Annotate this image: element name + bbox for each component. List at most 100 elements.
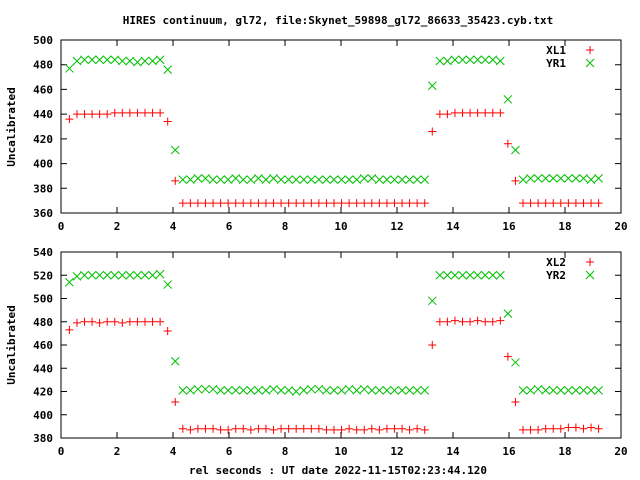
data-point-xl1 (156, 108, 165, 117)
data-point-yr1 (291, 175, 301, 184)
y-tick-label: 500 (33, 293, 53, 306)
data-point-yr1 (344, 175, 354, 184)
data-point-xl1 (541, 199, 550, 208)
data-point-yr1 (548, 174, 558, 183)
data-point-yr1 (231, 174, 241, 183)
data-point-xl2 (519, 425, 527, 434)
data-point-xl1 (178, 199, 187, 208)
data-point-xl2 (337, 425, 346, 434)
data-point-yr2 (163, 280, 173, 289)
data-point-yr1 (155, 55, 165, 65)
data-point-xl2 (481, 317, 490, 326)
data-point-yr2 (337, 385, 346, 395)
data-point-xl1 (216, 199, 225, 208)
data-point-xl2 (133, 317, 142, 326)
x-tick-label: 8 (282, 220, 289, 233)
data-point-xl1 (224, 199, 233, 208)
y-tick-label: 440 (33, 108, 53, 121)
data-point-yr1 (72, 56, 82, 66)
data-point-yr2 (367, 385, 377, 395)
data-point-yr1 (170, 145, 180, 155)
data-point-yr1 (246, 175, 256, 184)
data-point-yr2 (594, 385, 603, 395)
data-point-xl1 (496, 108, 505, 117)
data-point-xl2 (246, 425, 255, 434)
data-point-xl2 (141, 317, 149, 326)
data-point-xl2 (224, 425, 233, 434)
x-tick-label: 4 (170, 220, 177, 233)
data-point-xl1 (450, 108, 459, 117)
legend-marker-xl2 (586, 258, 594, 266)
data-point-yr2 (533, 384, 543, 394)
y-tick-label: 360 (33, 207, 53, 220)
data-point-xl1 (413, 199, 422, 208)
data-point-xl2 (587, 423, 596, 432)
data-point-yr1 (329, 175, 339, 184)
y-tick-label: 420 (33, 133, 53, 146)
data-point-yr2 (564, 385, 573, 395)
data-point-yr1 (284, 175, 293, 184)
data-point-yr1 (594, 174, 603, 183)
data-point-yr2 (420, 385, 430, 395)
data-point-xl1 (375, 199, 384, 208)
data-point-yr2 (390, 385, 399, 395)
data-point-xl2 (292, 424, 301, 433)
data-point-yr1 (216, 175, 225, 184)
data-point-xl1 (405, 199, 414, 208)
data-point-xl2 (209, 424, 218, 433)
data-point-yr2 (261, 385, 271, 395)
data-point-yr2 (579, 385, 588, 395)
data-point-xl2 (201, 424, 210, 433)
data-point-yr2 (405, 385, 414, 395)
data-point-yr1 (133, 57, 142, 67)
plot-2: 0 2 4 6 8 10 12 14 16 18 20 380 400 420 440 460 480 500 52… (33, 246, 628, 458)
x-axis-label: rel seconds : UT date 2022-11-15T02:23:4… (189, 464, 487, 477)
y-tick-label: 440 (33, 362, 53, 375)
data-point-yr1 (571, 174, 581, 183)
data-point-xl2 (450, 316, 459, 325)
data-point-xl2 (435, 317, 444, 326)
data-point-yr2 (511, 358, 520, 367)
data-point-yr2 (178, 385, 188, 395)
data-point-xl2 (178, 424, 187, 433)
data-point-xl2 (534, 425, 543, 434)
data-point-yr1 (382, 175, 392, 184)
data-point-xl1 (307, 199, 316, 208)
data-point-yr2 (571, 385, 581, 395)
data-point-xl1 (209, 199, 218, 208)
data-point-yr1 (102, 55, 112, 65)
data-point-xl2 (95, 318, 104, 327)
top-y-axis-label: Uncalibrated (5, 87, 18, 166)
data-point-yr1 (276, 175, 286, 184)
data-point-yr1 (375, 175, 384, 184)
y-tick-label: 480 (33, 59, 53, 72)
x-tick-label: 20 (614, 445, 627, 458)
data-point-xl1 (519, 199, 527, 208)
data-point-xl2 (156, 317, 165, 326)
data-point-xl2 (163, 327, 172, 336)
data-point-yr1 (526, 174, 535, 183)
data-point-xl2 (65, 325, 74, 334)
data-point-yr2 (170, 356, 180, 366)
data-point-xl1 (299, 199, 308, 208)
data-point-xl2 (405, 425, 414, 434)
y-tick-label: 380 (33, 432, 53, 445)
data-point-xl2 (216, 425, 225, 434)
data-point-xl2 (307, 424, 316, 433)
data-point-yr2 (344, 384, 354, 394)
x-tick-label: 10 (334, 220, 347, 233)
data-point-xl1 (503, 139, 512, 148)
data-point-xl2 (413, 424, 422, 433)
data-point-yr1 (518, 175, 528, 184)
data-point-yr1 (306, 175, 316, 184)
x-tick-label: 4 (170, 445, 177, 458)
data-point-yr1 (337, 175, 346, 184)
data-point-yr1 (254, 174, 263, 183)
data-point-xl2 (193, 424, 202, 433)
data-point-xl2 (322, 425, 331, 434)
data-point-xl2 (360, 425, 369, 434)
data-point-xl1 (330, 199, 338, 208)
plot-frame (60, 39, 622, 214)
data-point-yr1 (314, 175, 324, 184)
y-tick-label: 400 (33, 409, 53, 422)
